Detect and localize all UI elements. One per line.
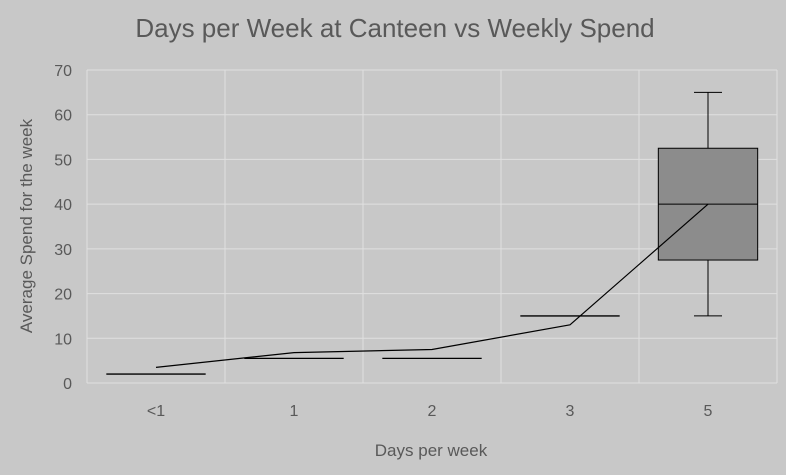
y-tick-label: 60 xyxy=(54,108,72,125)
mean-line-group xyxy=(155,203,709,368)
grid xyxy=(86,69,778,384)
y-tick-label: 0 xyxy=(63,376,72,393)
boxes xyxy=(106,91,759,375)
x-tick-label: <1 xyxy=(147,403,165,420)
y-axis-title: Average Spend for the week xyxy=(17,118,36,333)
x-tick-label: 5 xyxy=(704,403,713,420)
x-tick-label: 3 xyxy=(566,403,575,420)
x-tick-label: 2 xyxy=(428,403,437,420)
y-tick-label: 10 xyxy=(54,331,72,348)
y-tick-label: 50 xyxy=(54,152,72,169)
y-tick-label: 40 xyxy=(54,197,72,214)
mean-line xyxy=(155,203,709,368)
y-tick-label: 20 xyxy=(54,287,72,304)
chart-title: Days per Week at Canteen vs Weekly Spend xyxy=(135,13,654,43)
labels: 0 10 20 30 40 50 60 70 <1 1 2 3 5 xyxy=(54,63,712,420)
x-axis-title: Days per week xyxy=(375,441,488,460)
x-tick-label: 1 xyxy=(290,403,299,420)
y-tick-label: 30 xyxy=(54,242,72,259)
y-tick-label: 70 xyxy=(54,63,72,80)
